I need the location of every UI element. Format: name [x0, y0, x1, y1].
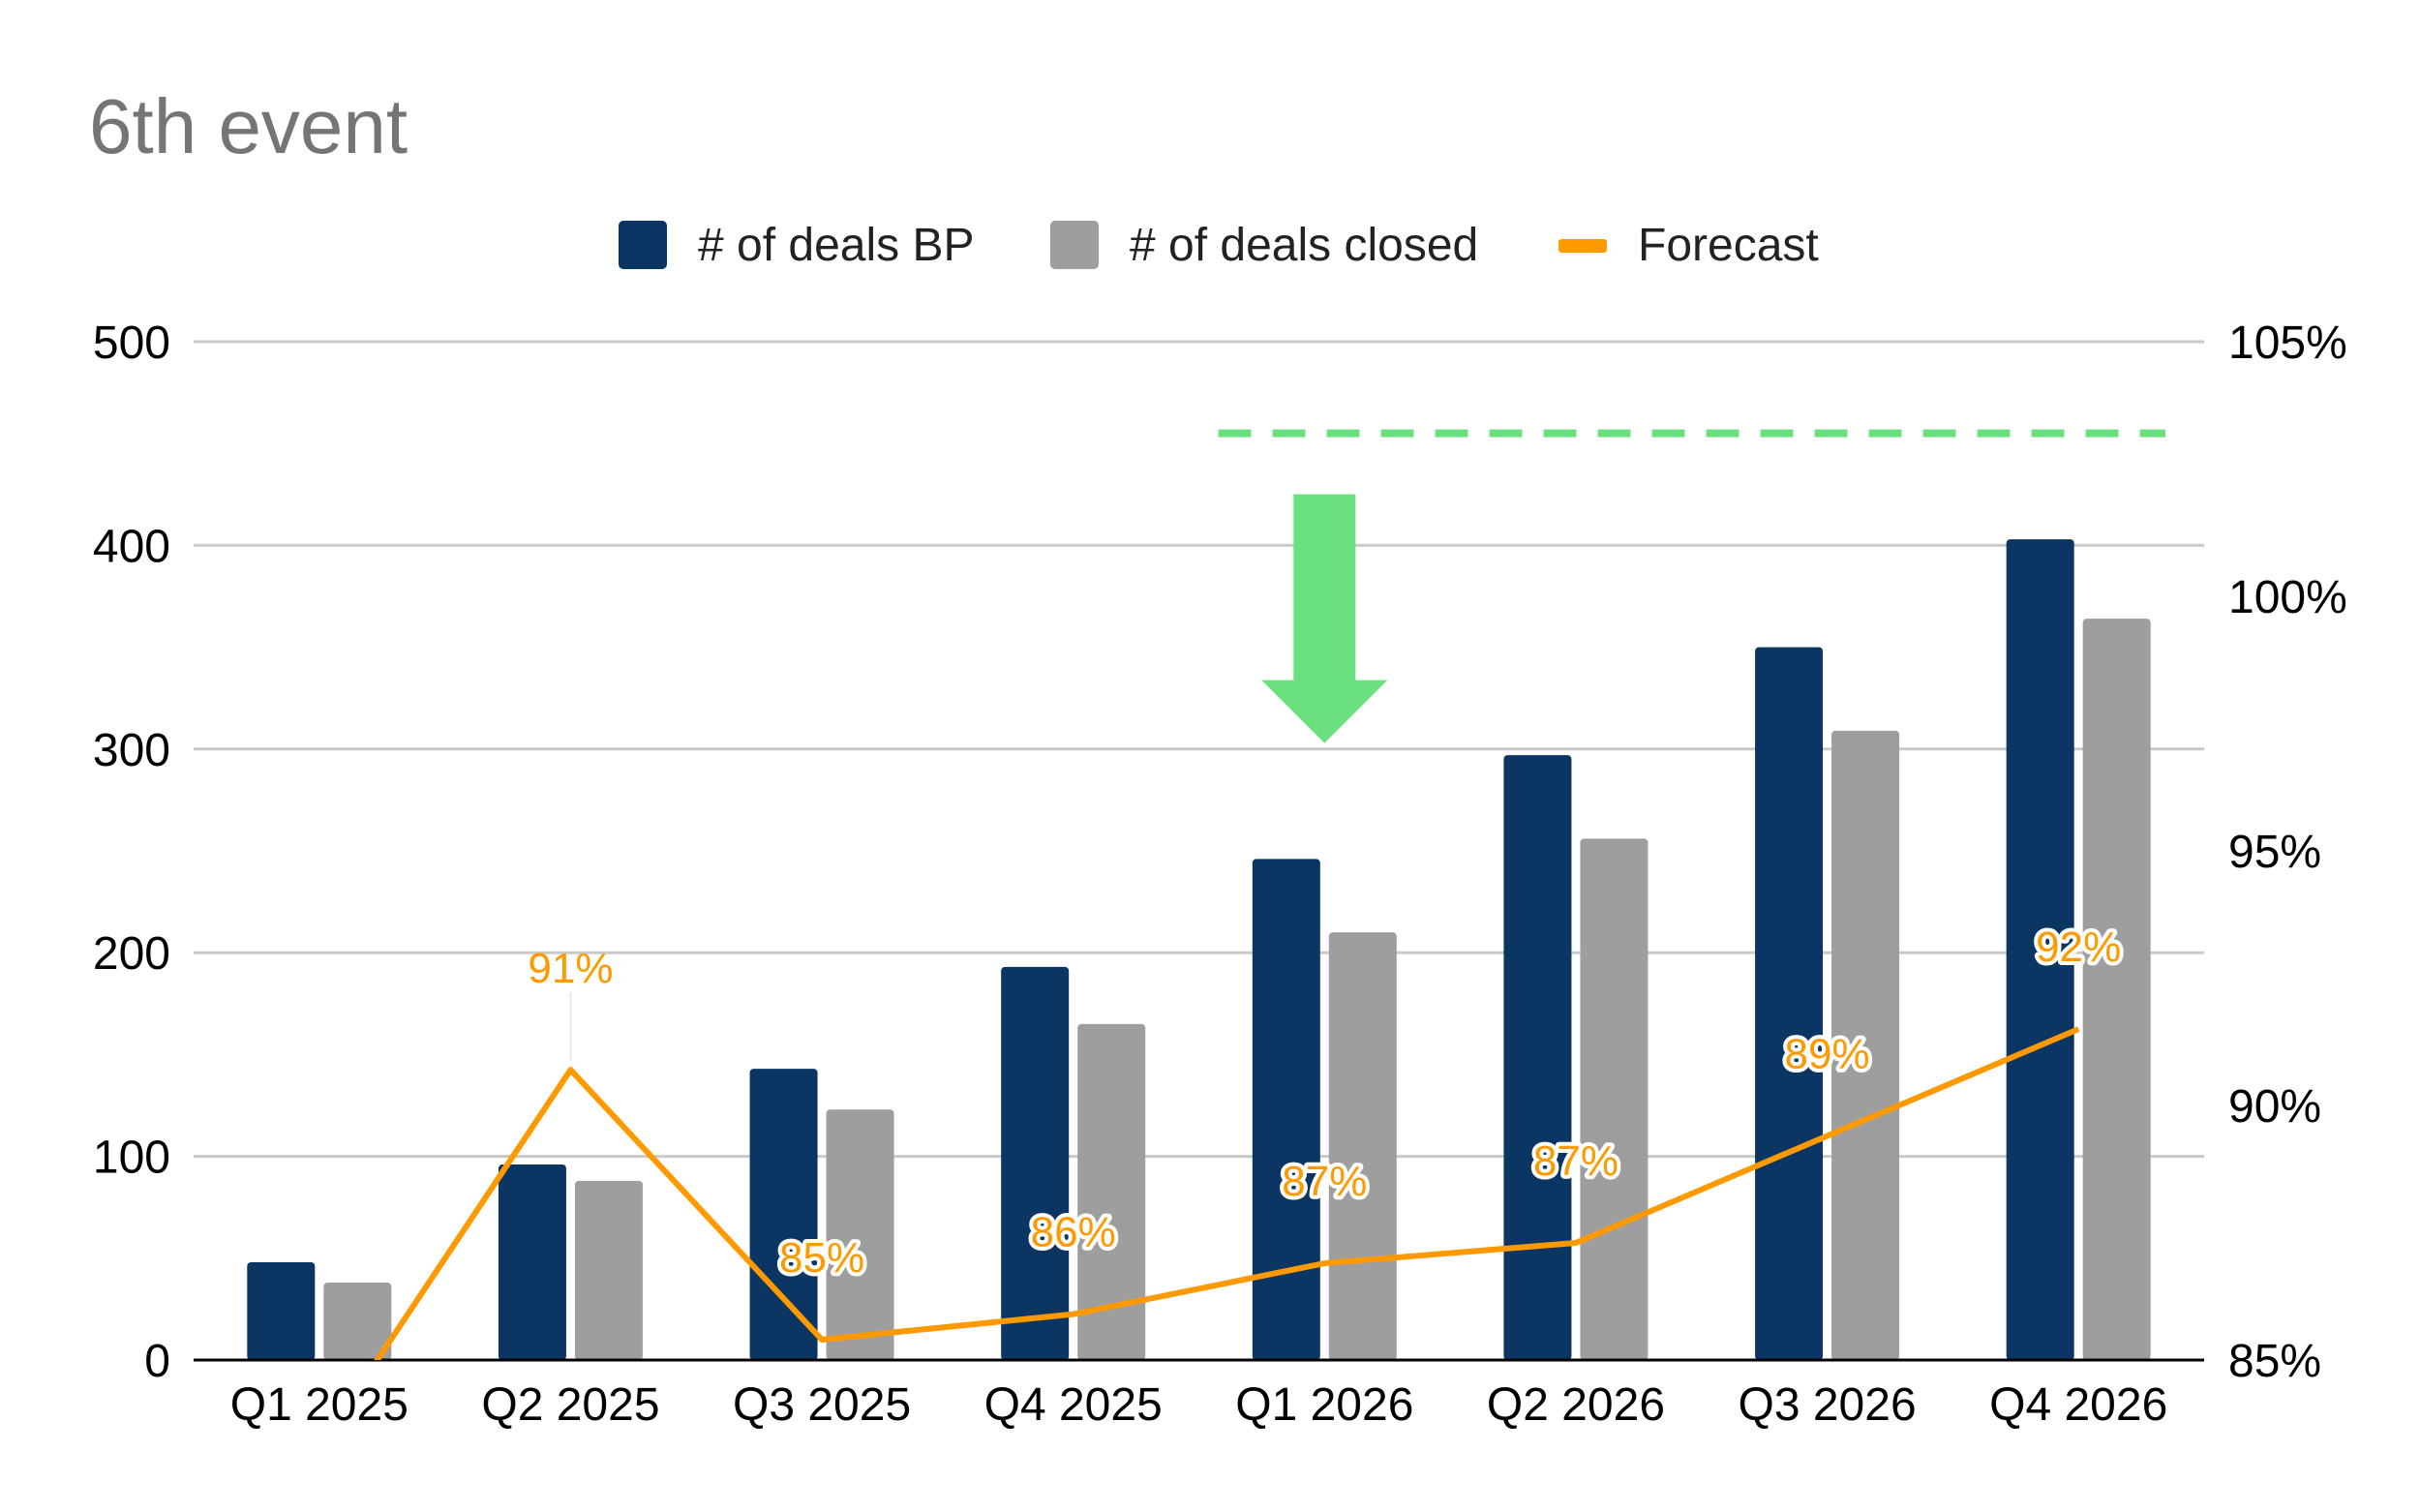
- forecast-line: [374, 1026, 2080, 1360]
- gridlines: [194, 340, 2204, 1159]
- forecast-label-q1-2026: 87%: [1282, 1158, 1367, 1205]
- bar-deals-closed-q3-2026: [1831, 730, 1900, 1360]
- legend-label-forecast: Forecast: [1638, 220, 1819, 271]
- bar-deals-closed-q4-2026: [2082, 619, 2151, 1360]
- legend: # of deals BP # of deals closed Forecast: [619, 220, 1819, 271]
- x-tick-q3-2026: Q3 2026: [1738, 1379, 1916, 1431]
- bar-deals-closed-q4-2025: [1077, 1023, 1146, 1360]
- forecast-label-q2-2026: 87%: [1533, 1137, 1618, 1185]
- x-tick-q2-2026: Q2 2026: [1487, 1379, 1665, 1431]
- forecast-label-q4-2025: 86%: [1031, 1209, 1116, 1256]
- bar-series: [247, 539, 2151, 1360]
- bar-deals-closed-q3-2025: [826, 1109, 894, 1360]
- bar-deals-bp-q4-2025: [1001, 966, 1070, 1360]
- legend-label-of-deals-closed: # of deals closed: [1130, 220, 1478, 271]
- down-arrow-icon: [1261, 494, 1388, 743]
- forecast-label-q4-2026: 92%: [2036, 923, 2121, 971]
- legend-swatch-forecast: [1558, 239, 1607, 253]
- annotations: [1218, 429, 2165, 743]
- bar-deals-closed-q1-2025: [323, 1283, 392, 1360]
- y-right-tick-95: 95%: [2228, 827, 2321, 878]
- y-left-tick-0: 0: [144, 1336, 170, 1387]
- x-tick-q1-2025: Q1 2025: [230, 1379, 408, 1431]
- bar-deals-bp-q1-2026: [1252, 859, 1320, 1360]
- x-tick-q2-2025: Q2 2025: [481, 1379, 659, 1431]
- bar-deals-bp-q3-2025: [749, 1069, 818, 1360]
- y-right-tick-90: 90%: [2228, 1081, 2321, 1133]
- bar-deals-bp-q2-2025: [498, 1164, 566, 1360]
- legend-label-of-deals-bp: # of deals BP: [698, 220, 975, 271]
- y-left-tick-200: 200: [93, 928, 170, 980]
- y-right-tick-85: 85%: [2228, 1336, 2321, 1387]
- bar-deals-bp-q1-2025: [247, 1262, 316, 1360]
- y-left-tick-300: 300: [93, 725, 170, 776]
- y-left-tick-500: 500: [93, 318, 170, 369]
- legend-swatch-of-deals-bp: [619, 221, 667, 269]
- bar-deals-bp-q3-2026: [1755, 647, 1824, 1360]
- forecast-label-q3-2026: 89%: [1785, 1031, 1870, 1078]
- forecast-label-q2-2025: 91%: [528, 945, 613, 992]
- bar-deals-closed-q2-2025: [574, 1180, 643, 1360]
- x-tick-q3-2025: Q3 2025: [733, 1379, 911, 1431]
- bar-deals-bp-q4-2026: [2006, 539, 2074, 1360]
- y-left-tick-100: 100: [93, 1133, 170, 1184]
- bar-deals-closed-q2-2026: [1580, 838, 1649, 1360]
- forecast-label-q3-2025: 85%: [779, 1234, 864, 1282]
- tick-labels: 0 100 200 300 400 500 85% 90% 95% 100% 105% Q1 2025…: [93, 318, 2347, 1431]
- data-labels: 91% 85% 86% 87% 87% 89% 92%: [528, 920, 2125, 1285]
- y-left-tick-400: 400: [93, 521, 170, 572]
- x-tick-q4-2026: Q4 2026: [1989, 1379, 2167, 1431]
- x-tick-q4-2025: Q4 2025: [984, 1379, 1163, 1431]
- x-tick-q1-2026: Q1 2026: [1235, 1379, 1413, 1431]
- bar-deals-bp-q2-2026: [1503, 755, 1572, 1360]
- y-right-tick-105: 105%: [2228, 318, 2347, 369]
- bar-deals-closed-q1-2026: [1328, 932, 1397, 1360]
- y-right-tick-100: 100%: [2228, 572, 2347, 623]
- chart-title: 6th event: [89, 83, 408, 169]
- forecast-series: [374, 1026, 2080, 1360]
- legend-swatch-of-deals-closed: [1050, 221, 1099, 269]
